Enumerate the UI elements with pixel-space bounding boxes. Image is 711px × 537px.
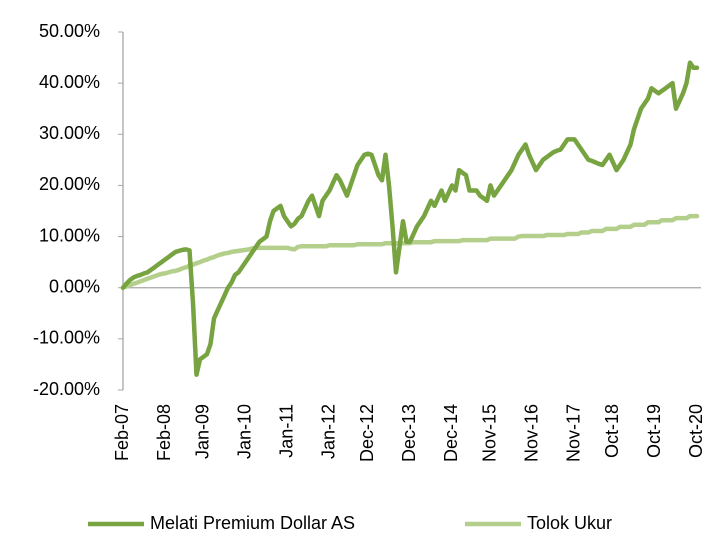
x-tick-label: Oct-20 — [686, 404, 706, 458]
x-tick-label: Dec-13 — [399, 404, 419, 462]
y-tick-label: 10.00% — [39, 225, 100, 245]
y-tick-label: 30.00% — [39, 123, 100, 143]
y-tick-label: 40.00% — [39, 72, 100, 92]
y-tick-label: 50.00% — [39, 21, 100, 41]
x-tick-label: Feb-08 — [154, 404, 174, 461]
x-tick-label: Jan-09 — [192, 404, 212, 459]
x-tick-label: Nov-15 — [479, 404, 499, 462]
x-tick-label: Oct-18 — [602, 404, 622, 458]
legend-label: Tolok Ukur — [527, 513, 612, 533]
series-line — [120, 213, 700, 290]
x-tick-label: Dec-14 — [441, 404, 461, 462]
x-tick-label: Dec-12 — [357, 404, 377, 462]
x-tick-label: Jan-11 — [276, 404, 296, 458]
x-tick-label: Jan-12 — [318, 404, 338, 459]
y-tick-label: -20.00% — [33, 379, 100, 399]
x-tick-label: Oct-19 — [644, 404, 664, 458]
x-tick-label: Jan-10 — [234, 404, 254, 459]
y-tick-label: 0.00% — [49, 276, 100, 296]
y-tick-label: -10.00% — [33, 328, 100, 348]
x-tick-label: Nov-17 — [563, 404, 583, 462]
x-tick-label: Feb-07 — [112, 404, 132, 461]
legend-label: Melati Premium Dollar AS — [150, 513, 355, 533]
x-tick-label: Nov-16 — [521, 404, 541, 462]
y-tick-label: 20.00% — [39, 174, 100, 194]
series-line — [120, 60, 700, 377]
